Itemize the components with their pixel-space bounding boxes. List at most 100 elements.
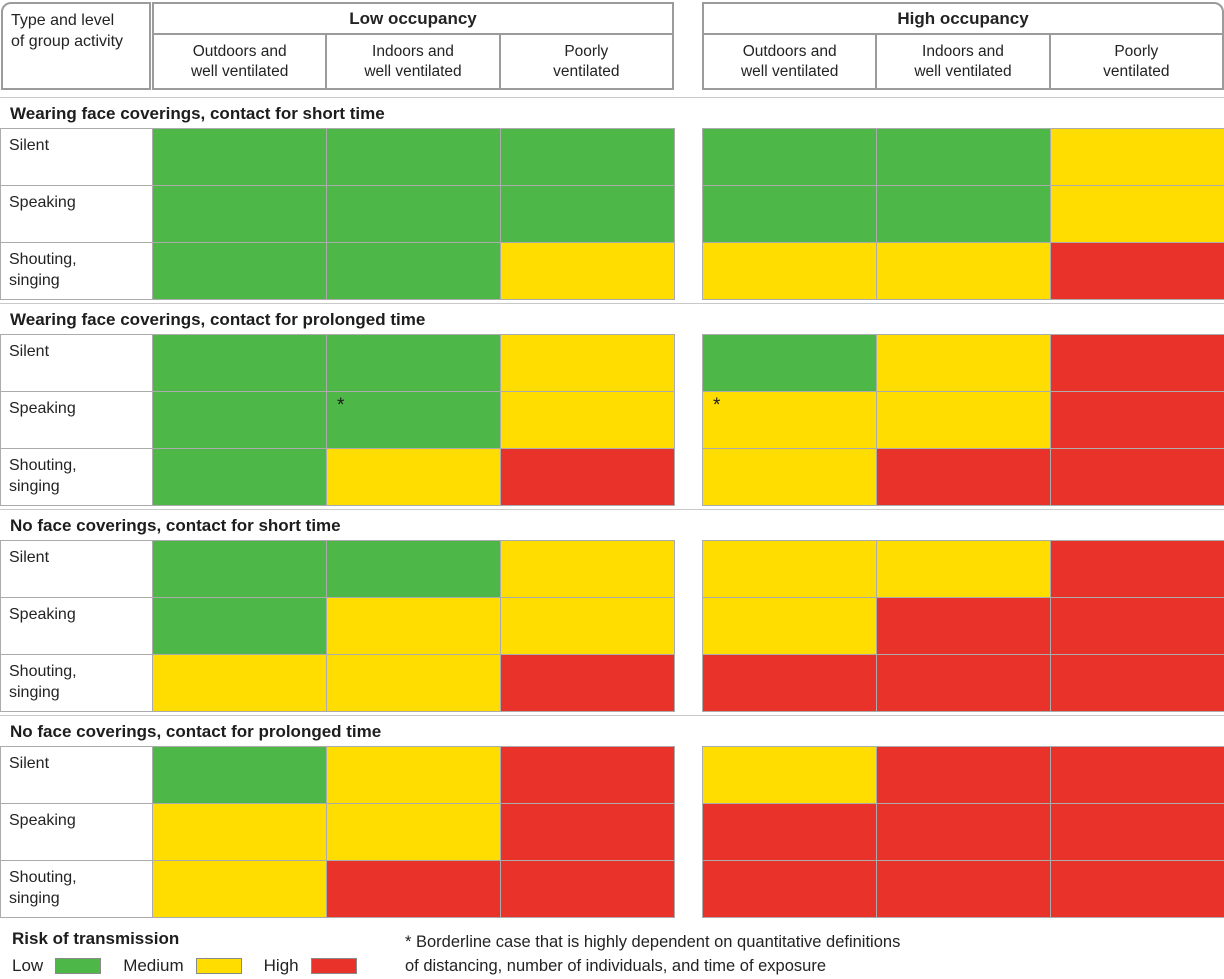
row-label: Shouting, singing: [0, 448, 153, 506]
group-gap: [674, 860, 703, 918]
risk-cell-high: [876, 448, 1051, 506]
section-title: No face coverings, contact for short tim…: [0, 509, 1224, 540]
table-row: Silent: [0, 334, 1224, 392]
legend-swatch-medium: [195, 958, 242, 974]
risk-cell-high: [500, 654, 675, 712]
table-row: Speaking * *: [0, 391, 1224, 449]
risk-cell-low: [152, 334, 327, 392]
row-label: Speaking: [0, 391, 153, 449]
risk-cell-low: [326, 334, 501, 392]
risk-cell-medium: [326, 746, 501, 804]
column-headers-low: Outdoors and well ventilated Indoors and…: [154, 35, 672, 88]
risk-cell-high: [1050, 654, 1224, 712]
group-gap: [674, 803, 703, 861]
risk-cell-low: [152, 185, 327, 243]
column-headers-high: Outdoors and well ventilated Indoors and…: [704, 35, 1222, 88]
group-gap: [674, 128, 703, 186]
legend-label: High: [263, 956, 299, 975]
column-header-outdoors-well-ventilated: Outdoors and well ventilated: [740, 43, 839, 80]
table-row: Shouting, singing: [0, 860, 1224, 918]
column-header-indoors-well-ventilated: Indoors and well ventilated: [875, 35, 1048, 88]
footnote: * Borderline case that is highly depende…: [405, 933, 901, 975]
table-row: Silent: [0, 746, 1224, 804]
risk-cell-medium: [702, 746, 877, 804]
table-row: Shouting, singing: [0, 654, 1224, 712]
risk-cell-medium: *: [702, 391, 877, 449]
risk-grid: Silent Speaking Shouting, singing: [0, 746, 1224, 918]
risk-cell-low: [500, 185, 675, 243]
risk-cell-medium: [876, 334, 1051, 392]
risk-cell-low: [500, 128, 675, 186]
section-title: No face coverings, contact for prolonged…: [0, 715, 1224, 746]
risk-cell-high: [876, 654, 1051, 712]
row-label: Shouting, singing: [0, 242, 153, 300]
risk-cell-medium: [326, 803, 501, 861]
legend-swatch-low: [55, 958, 102, 974]
table-row: Silent: [0, 540, 1224, 598]
risk-cell-low: *: [326, 391, 501, 449]
risk-cell-low: [152, 448, 327, 506]
header-group-high-occupancy: High occupancy Outdoors and well ventila…: [702, 2, 1224, 90]
risk-cell-low: [152, 540, 327, 598]
table-row: Speaking: [0, 597, 1224, 655]
risk-cell-medium: [152, 654, 327, 712]
risk-cell-high: [1050, 242, 1224, 300]
risk-cell-high: [500, 448, 675, 506]
risk-cell-medium: [152, 860, 327, 918]
row-label: Speaking: [0, 597, 153, 655]
risk-grid: Silent Speaking Shouting, singing: [0, 540, 1224, 712]
risk-cell-medium: [152, 803, 327, 861]
risk-cell-low: [702, 185, 877, 243]
risk-cell-high: [702, 803, 877, 861]
row-label: Silent: [0, 128, 153, 186]
column-header-poorly-ventilated: Poorly ventilated: [498, 35, 672, 88]
risk-cell-high: [876, 746, 1051, 804]
risk-cell-medium: [1050, 185, 1224, 243]
risk-cell-medium: [702, 597, 877, 655]
risk-cell-high: [1050, 746, 1224, 804]
table-row: Shouting, singing: [0, 242, 1224, 300]
risk-cell-medium: [702, 448, 877, 506]
risk-cell-high: [1050, 448, 1224, 506]
risk-cell-low: [876, 185, 1051, 243]
risk-cell-high: [702, 860, 877, 918]
legend-item-high: High: [264, 956, 357, 976]
risk-cell-high: [500, 803, 675, 861]
column-header-indoors-well-ventilated: Indoors and well ventilated: [325, 35, 498, 88]
legend-label: Medium: [123, 956, 184, 975]
risk-cell-low: [152, 128, 327, 186]
risk-cell-high: [1050, 334, 1224, 392]
legend-label: Low: [12, 956, 44, 975]
risk-grid: Silent Speaking * * Shouting, singing: [0, 334, 1224, 506]
risk-cell-low: [326, 242, 501, 300]
risk-cell-low: [152, 242, 327, 300]
group-gap: [674, 597, 703, 655]
risk-cell-medium: [702, 242, 877, 300]
group-gap: [674, 334, 703, 392]
legend-swatch-high: [310, 958, 357, 974]
section: Wearing face coverings, contact for shor…: [0, 97, 1224, 300]
risk-cell-medium: [500, 540, 675, 598]
table-row: Shouting, singing: [0, 448, 1224, 506]
group-gap: [674, 540, 703, 598]
risk-cell-medium: [500, 242, 675, 300]
legend-items: Low Medium High: [12, 956, 379, 976]
risk-grid: Silent Speaking Shouting, singing: [0, 128, 1224, 300]
table-row: Speaking: [0, 185, 1224, 243]
legend-item-medium: Medium: [123, 956, 242, 976]
row-label: Silent: [0, 746, 153, 804]
risk-cell-medium: [702, 540, 877, 598]
sections: Wearing face coverings, contact for shor…: [0, 97, 1224, 921]
risk-cell-low: [702, 128, 877, 186]
section: No face coverings, contact for prolonged…: [0, 715, 1224, 918]
legend-title: Risk of transmission: [12, 929, 180, 948]
section: Wearing face coverings, contact for prol…: [0, 303, 1224, 506]
risk-cell-medium: [326, 448, 501, 506]
group-gap: [674, 242, 703, 300]
risk-cell-low: [876, 128, 1051, 186]
risk-cell-low: [326, 128, 501, 186]
row-label: Silent: [0, 334, 153, 392]
risk-cell-low: [152, 746, 327, 804]
risk-cell-medium: [500, 334, 675, 392]
